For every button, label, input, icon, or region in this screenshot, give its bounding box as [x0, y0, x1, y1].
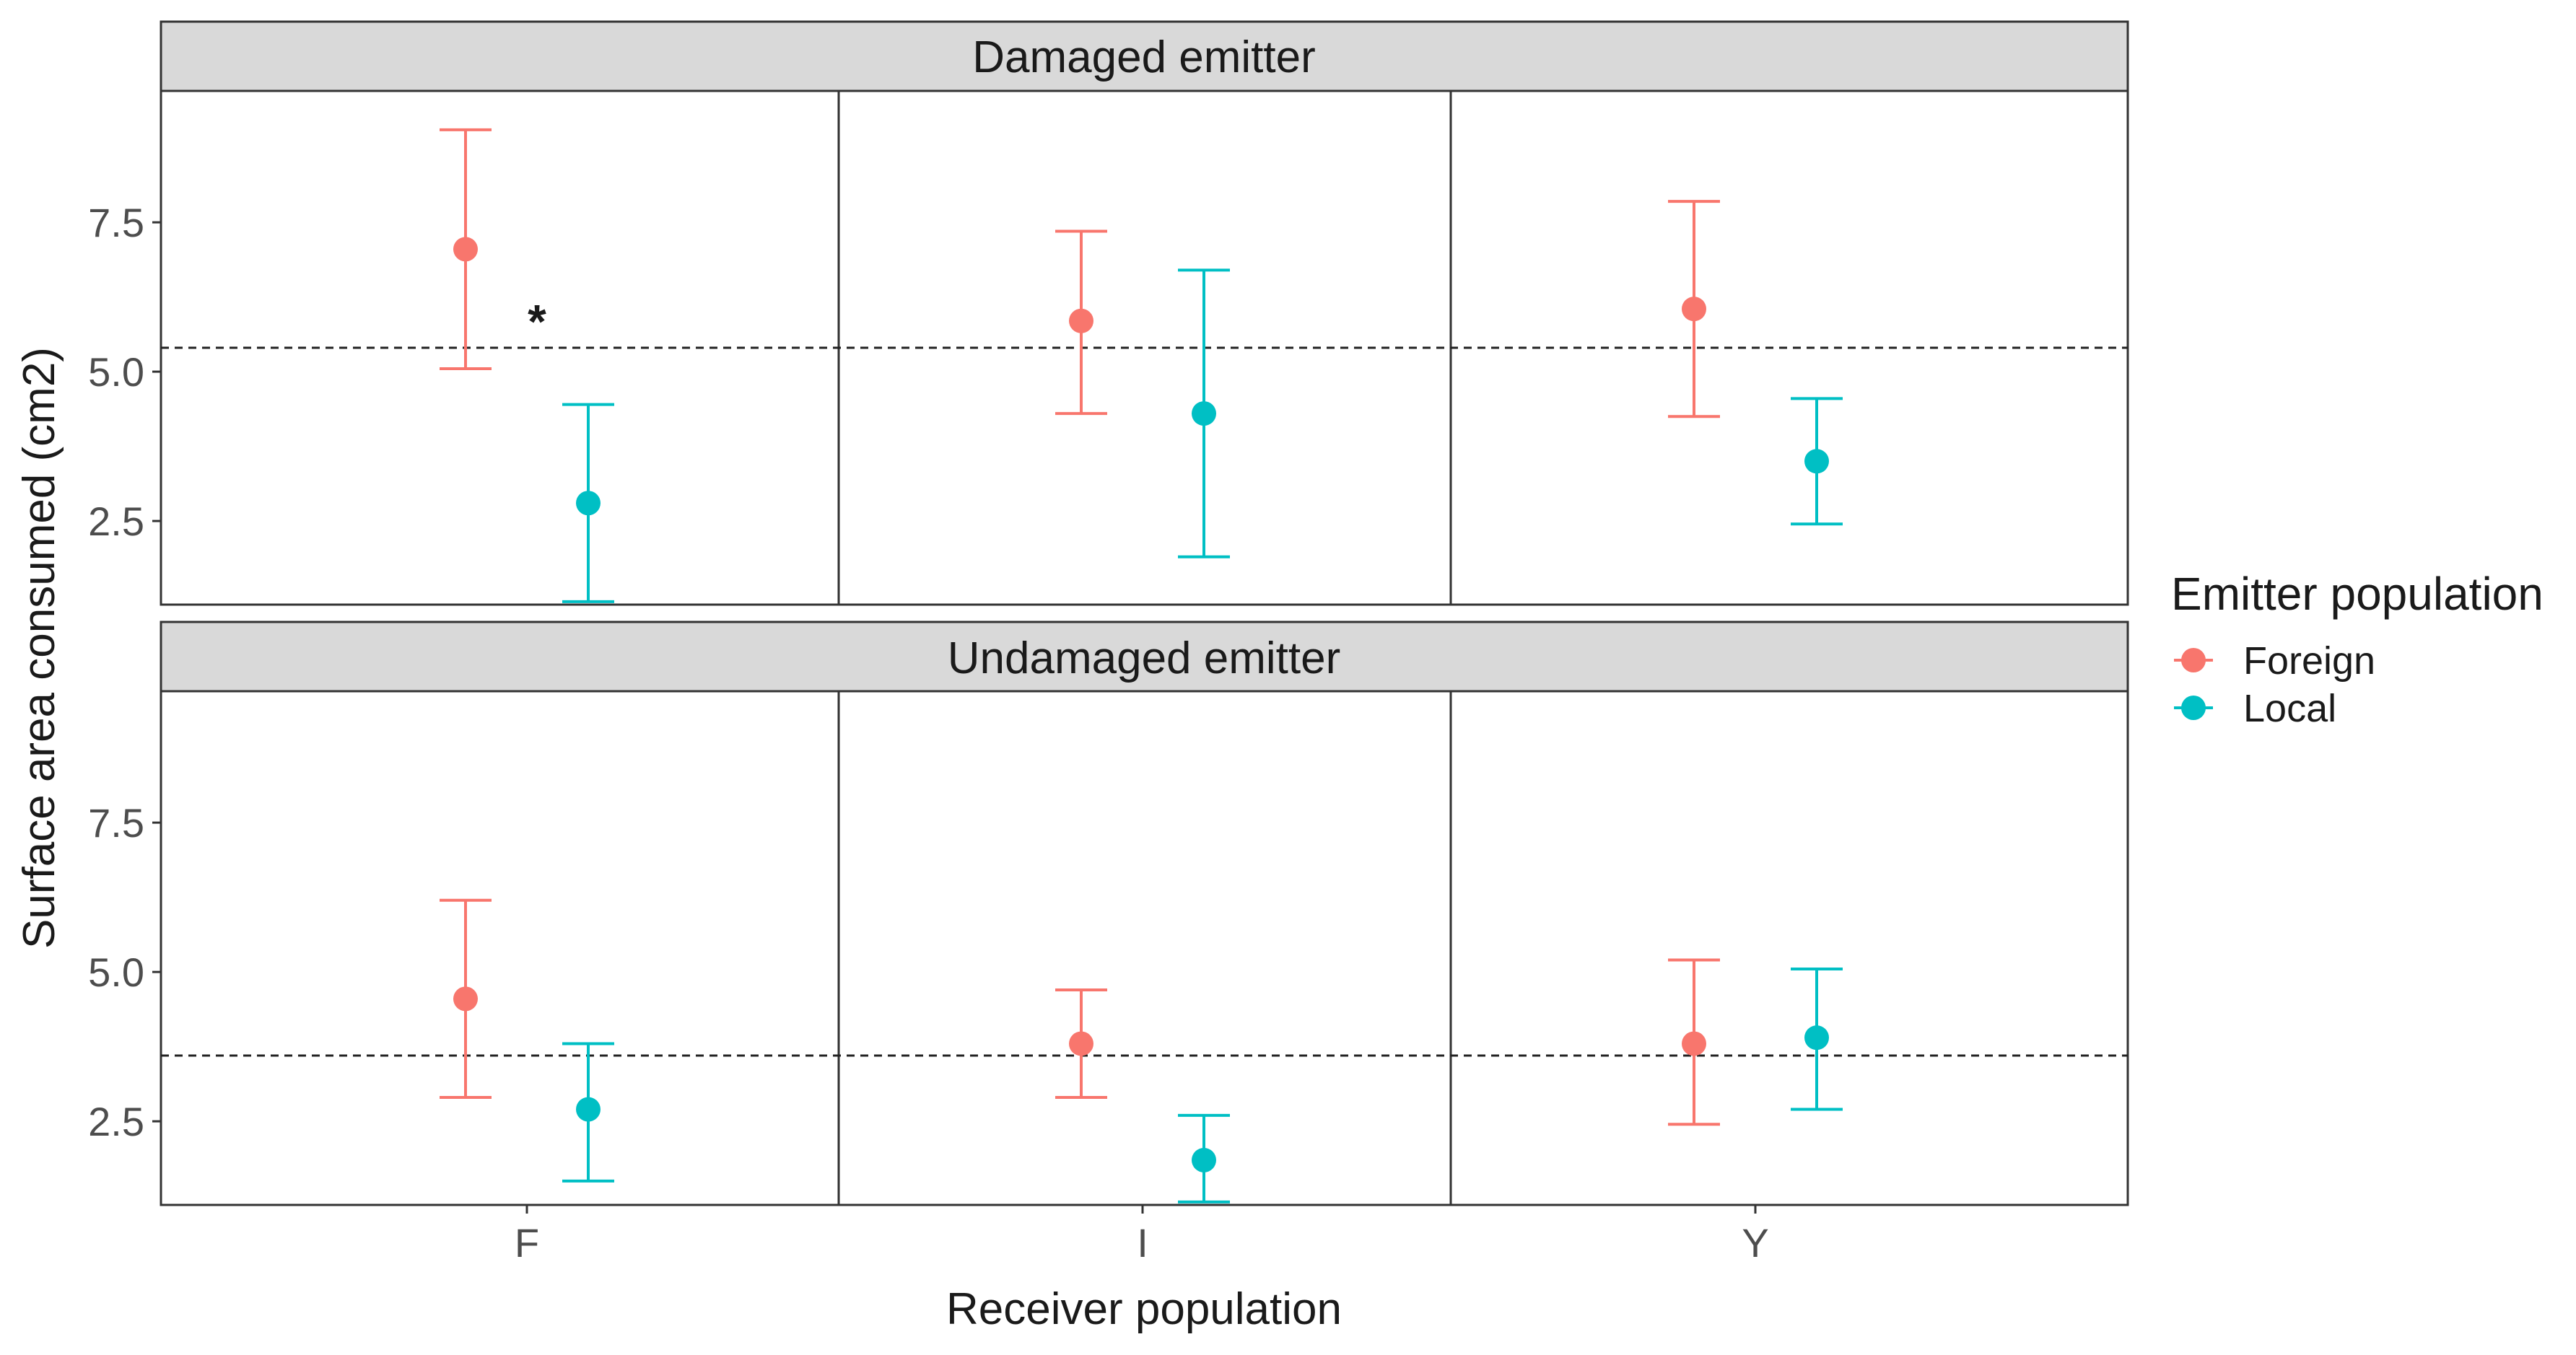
legend-key-foreign: [2174, 648, 2213, 672]
significance-mark-damaged-0: *: [528, 295, 546, 348]
legend-key-local-point: [2181, 696, 2206, 720]
legend-key-local: [2174, 696, 2213, 720]
point-damaged-local-f: [576, 491, 601, 516]
facet-strip-damaged: [160, 20, 2129, 92]
point-undamaged-local-i: [1192, 1147, 1216, 1172]
point-damaged-foreign-y: [1682, 297, 1706, 322]
point-undamaged-foreign-f: [453, 986, 478, 1012]
legend-label-local: Local: [2243, 687, 2336, 730]
y-tick-label-damaged-2: 7.5: [88, 200, 144, 245]
point-damaged-foreign-f: [453, 237, 478, 262]
legend-title: Emitter population: [2171, 568, 2544, 620]
x-tick-label-f: F: [515, 1220, 539, 1266]
x-tick-label-i: I: [1137, 1220, 1148, 1266]
point-damaged-local-y: [1804, 449, 1829, 474]
plot-damaged: *: [161, 128, 2128, 603]
point-damaged-foreign-i: [1069, 308, 1093, 333]
panel-border-undamaged: [160, 690, 2129, 1206]
point-undamaged-foreign-i: [1069, 1031, 1093, 1056]
y-axis-title: Surface area consumed (cm2): [14, 347, 64, 949]
legend-label-foreign: Foreign: [2243, 639, 2375, 683]
x-tick-label-y: Y: [1742, 1220, 1768, 1266]
facet-undamaged: Undamaged emitter: [160, 621, 2129, 1206]
y-tick-label-undamaged-2: 7.5: [88, 800, 144, 846]
point-undamaged-foreign-y: [1682, 1031, 1706, 1056]
y-tick-label-damaged-1: 5.0: [88, 349, 144, 395]
legend: Emitter population Foreign Local: [2171, 568, 2544, 730]
plot-undamaged: [161, 898, 2128, 1203]
strip-label-damaged: Damaged emitter: [972, 32, 1316, 82]
y-tick-label-undamaged-1: 5.0: [88, 950, 144, 995]
y-axis: 2.5 5.0 7.5 2.5 5.0 7.5: [88, 200, 161, 1144]
facet-damaged: Damaged emitter *: [160, 20, 2129, 606]
y-tick-label-undamaged-0: 2.5: [88, 1099, 144, 1144]
x-axis-title: Receiver population: [946, 1284, 1342, 1334]
point-undamaged-local-f: [576, 1097, 601, 1122]
strip-label-undamaged: Undamaged emitter: [948, 633, 1341, 683]
y-tick-label-damaged-0: 2.5: [88, 499, 144, 544]
point-undamaged-local-y: [1804, 1025, 1829, 1051]
point-damaged-local-i: [1192, 401, 1216, 426]
legend-key-foreign-point: [2181, 648, 2206, 672]
